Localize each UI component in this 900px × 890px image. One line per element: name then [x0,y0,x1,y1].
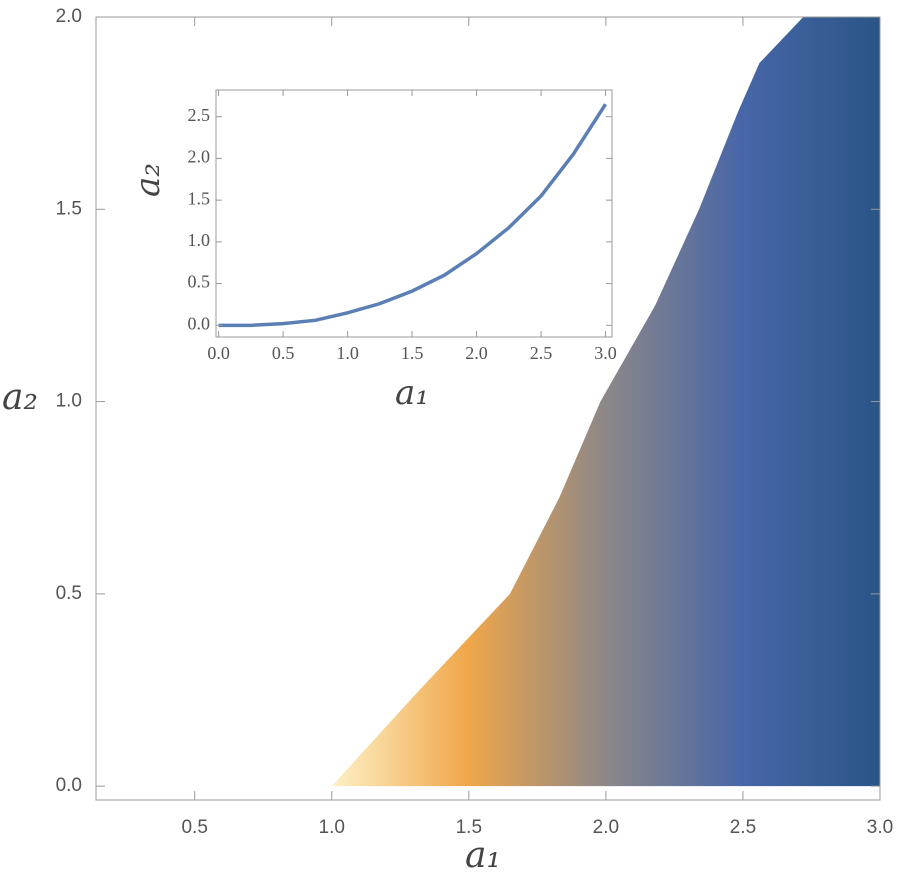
x-axis-label: a₁ [395,373,429,413]
x-tick-label: 0.0 [207,343,230,363]
y-tick-label: 1.0 [188,230,211,250]
x-tick-label: 3.0 [867,817,893,838]
y-axis-label: a₂ [2,377,38,418]
x-tick-label: 3.0 [594,343,617,363]
inset-background [216,90,612,337]
y-tick-label: 2.5 [188,105,211,125]
y-axis-label: a₂ [128,163,168,197]
y-tick-label: 0.0 [56,775,82,796]
y-tick-label: 0.0 [188,313,211,333]
y-tick-label: 2.0 [188,147,211,167]
y-tick-label: 1.0 [56,391,82,412]
region [331,17,880,787]
x-tick-label: 1.0 [319,817,345,838]
y-tick-label: 0.5 [56,583,82,604]
y-tick-label: 0.5 [188,272,211,292]
x-tick-label: 2.0 [593,817,619,838]
x-tick-label: 1.0 [336,343,359,363]
plot-frame [95,16,881,801]
x-axis-label: a₁ [465,835,501,876]
y-tick-label: 2.0 [56,6,82,27]
x-tick-label: 2.0 [465,343,488,363]
x-tick-label: 1.5 [456,817,482,838]
y-tick-label: 1.5 [56,198,82,219]
x-tick-label: 0.5 [272,343,295,363]
plot-frame [215,89,613,338]
x-tick-label: 2.5 [730,817,756,838]
x-tick-label: 2.5 [530,343,553,363]
x-tick-label: 0.5 [181,817,207,838]
x-tick-label: 1.5 [401,343,424,363]
y-tick-label: 1.5 [188,188,211,208]
line [218,103,608,328]
